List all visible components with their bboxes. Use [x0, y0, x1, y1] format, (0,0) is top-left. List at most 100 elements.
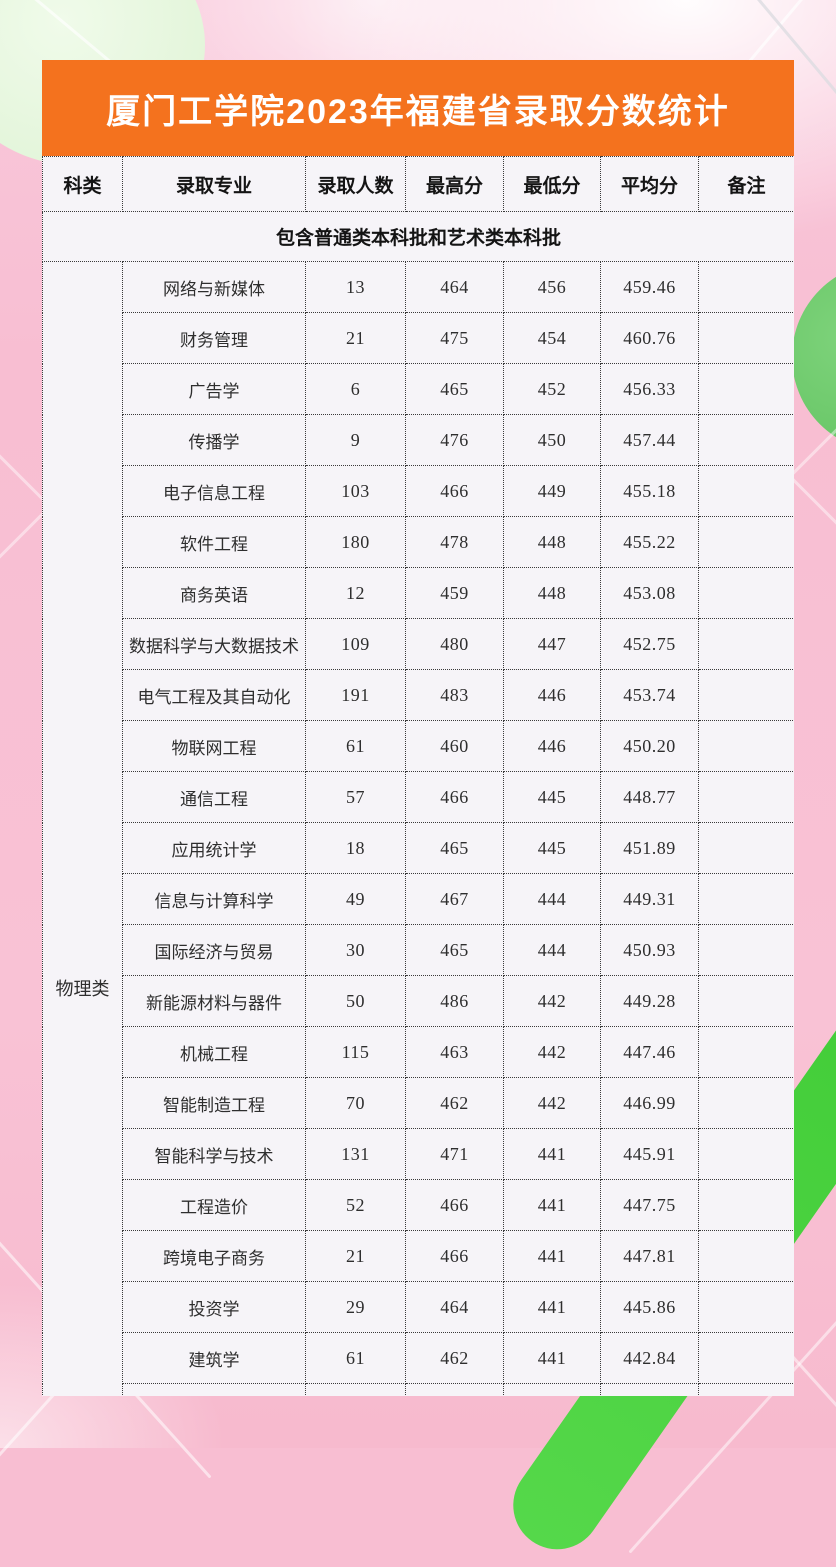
count-cell: 131	[305, 1128, 406, 1180]
min-score-cell: 441	[503, 1179, 601, 1231]
major-cell: 新能源材料与器件	[122, 975, 306, 1027]
max-score-cell: 483	[405, 669, 504, 721]
min-score-cell: 446	[503, 669, 601, 721]
avg-score-cell: 442.84	[600, 1332, 699, 1384]
avg-score-cell: 445.41	[600, 1383, 699, 1396]
count-cell: 49	[305, 873, 406, 925]
major-cell: 人工智能	[122, 1383, 306, 1396]
count-cell: 21	[305, 1230, 406, 1282]
major-cell: 物联网工程	[122, 720, 306, 772]
table-row: 新能源材料与器件 50 486 442 449.28	[43, 975, 794, 1027]
avg-score-cell: 459.46	[600, 261, 699, 313]
max-score-cell: 463	[405, 1026, 504, 1078]
count-cell: 6	[305, 363, 406, 415]
table-row: 软件工程 180 478 448 455.22	[43, 516, 794, 568]
max-score-cell: 466	[405, 1230, 504, 1282]
count-cell: 79	[305, 1383, 406, 1396]
avg-score-cell: 455.18	[600, 465, 699, 517]
avg-score-cell: 455.22	[600, 516, 699, 568]
remark-cell	[698, 618, 794, 670]
table-row: 应用统计学 18 465 445 451.89	[43, 822, 794, 874]
min-score-cell: 444	[503, 873, 601, 925]
batch-note: 包含普通类本科批和艺术类本科批	[42, 211, 794, 262]
count-cell: 29	[305, 1281, 406, 1333]
header-count: 录取人数	[305, 156, 406, 212]
major-cell: 电子信息工程	[122, 465, 306, 517]
min-score-cell: 445	[503, 822, 601, 874]
min-score-cell: 448	[503, 567, 601, 619]
table-row: 智能科学与技术 131 471 441 445.91	[43, 1128, 794, 1180]
max-score-cell: 462	[405, 1077, 504, 1129]
header-max: 最高分	[405, 156, 504, 212]
min-score-cell: 441	[503, 1230, 601, 1282]
table-row: 国际经济与贸易 30 465 444 450.93	[43, 924, 794, 976]
remark-cell	[698, 1281, 794, 1333]
count-cell: 180	[305, 516, 406, 568]
remark-cell	[698, 1383, 794, 1396]
avg-score-cell: 452.75	[600, 618, 699, 670]
table-row: 机械工程 115 463 442 447.46	[43, 1026, 794, 1078]
min-score-cell: 452	[503, 363, 601, 415]
page-title: 厦门工学院2023年福建省录取分数统计	[106, 92, 730, 131]
min-score-cell: 456	[503, 261, 601, 313]
remark-cell	[698, 312, 794, 364]
major-cell: 国际经济与贸易	[122, 924, 306, 976]
count-cell: 115	[305, 1026, 406, 1078]
category-cell: 物理类	[42, 261, 123, 1396]
count-cell: 57	[305, 771, 406, 823]
major-cell: 电气工程及其自动化	[122, 669, 306, 721]
max-score-cell: 467	[405, 873, 504, 925]
major-cell: 投资学	[122, 1281, 306, 1333]
major-cell: 工程造价	[122, 1179, 306, 1231]
table-row: 通信工程 57 466 445 448.77	[43, 771, 794, 823]
remark-cell	[698, 873, 794, 925]
avg-score-cell: 448.77	[600, 771, 699, 823]
remark-cell	[698, 1077, 794, 1129]
remark-cell	[698, 465, 794, 517]
table-row: 建筑学 61 462 441 442.84	[43, 1332, 794, 1384]
min-score-cell: 441	[503, 1128, 601, 1180]
max-score-cell: 486	[405, 975, 504, 1027]
table-row: 传播学 9 476 450 457.44	[43, 414, 794, 466]
table-row: 电气工程及其自动化 191 483 446 453.74	[43, 669, 794, 721]
major-cell: 机械工程	[122, 1026, 306, 1078]
min-score-cell: 442	[503, 1077, 601, 1129]
table-row: 人工智能 79 460 441 445.41	[43, 1383, 794, 1396]
major-cell: 建筑学	[122, 1332, 306, 1384]
major-cell: 商务英语	[122, 567, 306, 619]
major-cell: 数据科学与大数据技术	[122, 618, 306, 670]
max-score-cell: 475	[405, 312, 504, 364]
major-cell: 应用统计学	[122, 822, 306, 874]
max-score-cell: 466	[405, 1179, 504, 1231]
count-cell: 191	[305, 669, 406, 721]
table-row: 工程造价 52 466 441 447.75	[43, 1179, 794, 1231]
count-cell: 21	[305, 312, 406, 364]
avg-score-cell: 445.86	[600, 1281, 699, 1333]
header-remark: 备注	[698, 156, 794, 212]
max-score-cell: 462	[405, 1332, 504, 1384]
avg-score-cell: 460.76	[600, 312, 699, 364]
count-cell: 50	[305, 975, 406, 1027]
note-row: 包含普通类本科批和艺术类本科批	[42, 211, 794, 262]
min-score-cell: 446	[503, 720, 601, 772]
header-avg: 平均分	[600, 156, 699, 212]
max-score-cell: 459	[405, 567, 504, 619]
remark-cell	[698, 414, 794, 466]
min-score-cell: 444	[503, 924, 601, 976]
major-cell: 智能制造工程	[122, 1077, 306, 1129]
count-cell: 61	[305, 1332, 406, 1384]
table-row: 智能制造工程 70 462 442 446.99	[43, 1077, 794, 1129]
remark-cell	[698, 822, 794, 874]
title-banner: 厦门工学院2023年福建省录取分数统计	[42, 60, 794, 156]
max-score-cell: 465	[405, 924, 504, 976]
avg-score-cell: 450.93	[600, 924, 699, 976]
count-cell: 13	[305, 261, 406, 313]
major-cell: 跨境电子商务	[122, 1230, 306, 1282]
remark-cell	[698, 924, 794, 976]
count-cell: 109	[305, 618, 406, 670]
count-cell: 9	[305, 414, 406, 466]
count-cell: 18	[305, 822, 406, 874]
min-score-cell: 442	[503, 975, 601, 1027]
header-category: 科类	[42, 156, 123, 212]
